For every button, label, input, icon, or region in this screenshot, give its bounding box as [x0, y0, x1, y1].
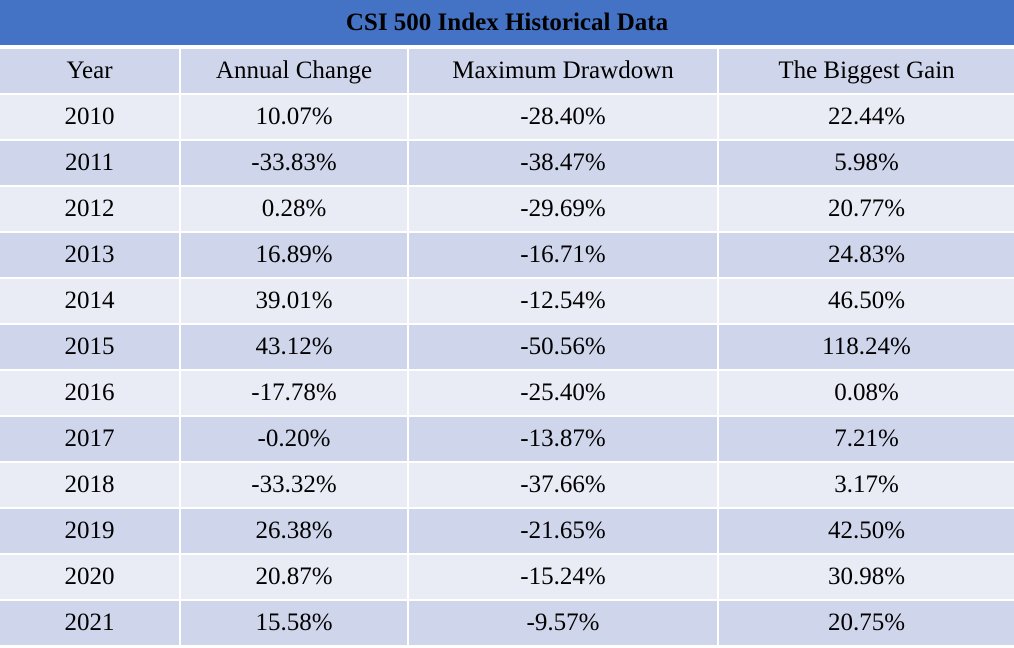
column-header-maximum-drawdown: Maximum Drawdown [409, 49, 717, 93]
table-row: 2021 15.58% -9.57% 20.75% [0, 601, 1014, 645]
cell-year: 2016 [0, 371, 179, 415]
table-row: 2017 -0.20% -13.87% 7.21% [0, 417, 1014, 461]
cell-maximum-drawdown: -37.66% [409, 463, 717, 507]
table-row: 2013 16.89% -16.71% 24.83% [0, 233, 1014, 277]
column-header-annual-change: Annual Change [181, 49, 407, 93]
cell-annual-change: 26.38% [181, 509, 407, 553]
cell-maximum-drawdown: -28.40% [409, 95, 717, 139]
cell-biggest-gain: 3.17% [719, 463, 1014, 507]
cell-biggest-gain: 24.83% [719, 233, 1014, 277]
column-header-biggest-gain: The Biggest Gain [719, 49, 1014, 93]
cell-year: 2020 [0, 555, 179, 599]
cell-year: 2015 [0, 325, 179, 369]
cell-maximum-drawdown: -50.56% [409, 325, 717, 369]
cell-annual-change: -33.83% [181, 141, 407, 185]
cell-year: 2014 [0, 279, 179, 323]
cell-biggest-gain: 0.08% [719, 371, 1014, 415]
cell-year: 2011 [0, 141, 179, 185]
cell-year: 2017 [0, 417, 179, 461]
table-row: 2010 10.07% -28.40% 22.44% [0, 95, 1014, 139]
historical-data-table: Year Annual Change Maximum Drawdown The … [0, 47, 1014, 647]
cell-annual-change: 20.87% [181, 555, 407, 599]
cell-annual-change: -33.32% [181, 463, 407, 507]
table-row: 2018 -33.32% -37.66% 3.17% [0, 463, 1014, 507]
cell-biggest-gain: 5.98% [719, 141, 1014, 185]
cell-annual-change: 16.89% [181, 233, 407, 277]
cell-biggest-gain: 42.50% [719, 509, 1014, 553]
cell-year: 2013 [0, 233, 179, 277]
cell-annual-change: 43.12% [181, 325, 407, 369]
cell-annual-change: -0.20% [181, 417, 407, 461]
table-row: 2014 39.01% -12.54% 46.50% [0, 279, 1014, 323]
cell-year: 2018 [0, 463, 179, 507]
cell-maximum-drawdown: -25.40% [409, 371, 717, 415]
cell-biggest-gain: 7.21% [719, 417, 1014, 461]
cell-biggest-gain: 46.50% [719, 279, 1014, 323]
cell-maximum-drawdown: -15.24% [409, 555, 717, 599]
cell-annual-change: 15.58% [181, 601, 407, 645]
cell-year: 2019 [0, 509, 179, 553]
cell-year: 2021 [0, 601, 179, 645]
cell-biggest-gain: 118.24% [719, 325, 1014, 369]
cell-maximum-drawdown: -29.69% [409, 187, 717, 231]
cell-annual-change: 10.07% [181, 95, 407, 139]
column-header-year: Year [0, 49, 179, 93]
cell-biggest-gain: 22.44% [719, 95, 1014, 139]
cell-maximum-drawdown: -12.54% [409, 279, 717, 323]
cell-year: 2010 [0, 95, 179, 139]
table-body: 2010 10.07% -28.40% 22.44% 2011 -33.83% -38.47… [0, 95, 1014, 645]
cell-annual-change: 39.01% [181, 279, 407, 323]
cell-biggest-gain: 20.75% [719, 601, 1014, 645]
cell-maximum-drawdown: -13.87% [409, 417, 717, 461]
cell-year: 2012 [0, 187, 179, 231]
table-row: 2016 -17.78% -25.40% 0.08% [0, 371, 1014, 415]
cell-maximum-drawdown: -38.47% [409, 141, 717, 185]
cell-annual-change: 0.28% [181, 187, 407, 231]
cell-maximum-drawdown: -16.71% [409, 233, 717, 277]
cell-biggest-gain: 20.77% [719, 187, 1014, 231]
cell-maximum-drawdown: -9.57% [409, 601, 717, 645]
cell-biggest-gain: 30.98% [719, 555, 1014, 599]
cell-maximum-drawdown: -21.65% [409, 509, 717, 553]
table-row: 2012 0.28% -29.69% 20.77% [0, 187, 1014, 231]
table-row: 2019 26.38% -21.65% 42.50% [0, 509, 1014, 553]
cell-annual-change: -17.78% [181, 371, 407, 415]
header-row: Year Annual Change Maximum Drawdown The … [0, 49, 1014, 93]
table-row: 2011 -33.83% -38.47% 5.98% [0, 141, 1014, 185]
table-title: CSI 500 Index Historical Data [0, 0, 1014, 45]
table-row: 2015 43.12% -50.56% 118.24% [0, 325, 1014, 369]
table-row: 2020 20.87% -15.24% 30.98% [0, 555, 1014, 599]
